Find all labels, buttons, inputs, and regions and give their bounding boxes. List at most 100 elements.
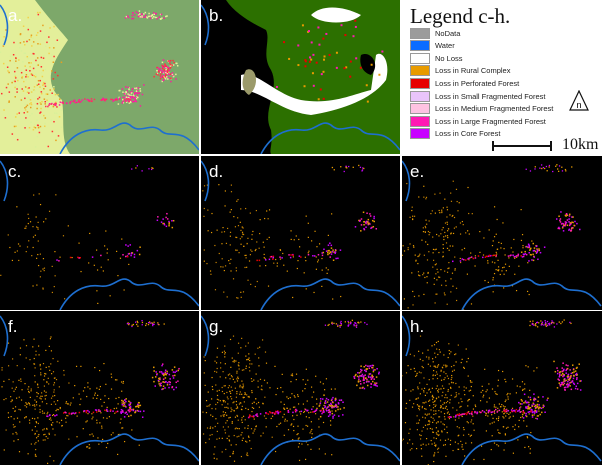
loss-pixel [25, 74, 28, 76]
loss-pixel [120, 408, 123, 411]
map-h-image [402, 311, 602, 465]
loss-pixel [247, 425, 249, 427]
loss-pixel [353, 377, 356, 380]
loss-pixel [37, 221, 39, 223]
loss-pixel [453, 216, 456, 219]
loss-pixel [246, 454, 248, 456]
loss-pixel [56, 421, 58, 423]
loss-pixel [4, 117, 7, 119]
loss-pixel [37, 64, 39, 66]
loss-pixel [234, 387, 236, 389]
loss-pixel [371, 364, 374, 367]
loss-pixel [428, 220, 430, 222]
loss-pixel [280, 387, 282, 389]
loss-pixel [255, 414, 258, 416]
loss-pixel [298, 459, 301, 462]
loss-pixel [208, 405, 210, 407]
loss-pixel [376, 385, 378, 387]
loss-pixel [46, 99, 48, 102]
loss-pixel [422, 274, 424, 276]
loss-pixel [229, 244, 231, 246]
loss-pixel [305, 424, 307, 427]
loss-pixel [51, 70, 53, 72]
loss-pixel [283, 408, 285, 410]
loss-pixel [162, 72, 165, 74]
loss-pixel [26, 246, 29, 248]
loss-pixel [560, 383, 563, 386]
loss-pixel [257, 347, 259, 349]
loss-pixel [504, 254, 506, 256]
loss-pixel [470, 412, 473, 415]
loss-pixel [329, 405, 332, 407]
loss-pixel [235, 267, 237, 269]
loss-pixel [330, 247, 333, 249]
loss-pixel [422, 443, 424, 445]
loss-pixel [407, 365, 409, 367]
loss-pixel [448, 349, 450, 352]
loss-pixel [10, 396, 12, 398]
loss-pixel [413, 403, 415, 405]
loss-pixel [430, 213, 432, 215]
loss-pixel [267, 218, 269, 220]
loss-pixel [332, 259, 335, 261]
loss-pixel [224, 265, 227, 267]
loss-pixel [472, 257, 475, 260]
loss-pixel [343, 170, 345, 173]
loss-pixel [474, 255, 477, 257]
loss-pixel [38, 193, 40, 195]
loss-pixel [35, 64, 38, 67]
loss-pixel [368, 376, 370, 379]
loss-pixel [527, 407, 529, 410]
loss-pixel [294, 406, 296, 408]
loss-pixel [446, 432, 448, 434]
loss-pixel [497, 417, 500, 420]
loss-pixel [310, 430, 312, 432]
loss-pixel [304, 256, 306, 258]
loss-pixel [28, 217, 30, 220]
loss-pixel [378, 73, 381, 76]
loss-pixel [36, 257, 38, 259]
loss-pixel [455, 382, 457, 385]
loss-pixel [231, 376, 233, 378]
loss-pixel [215, 384, 217, 386]
loss-pixel [461, 444, 463, 446]
loss-pixel [417, 422, 420, 424]
loss-pixel [51, 265, 53, 268]
loss-pixel [154, 13, 157, 15]
loss-pixel [496, 253, 498, 255]
loss-pixel [63, 369, 65, 372]
loss-pixel [210, 414, 212, 416]
loss-pixel [310, 448, 312, 450]
loss-pixel [246, 266, 248, 268]
loss-pixel [550, 322, 553, 325]
loss-pixel [166, 69, 169, 72]
loss-pixel [27, 388, 29, 390]
loss-pixel [455, 361, 457, 363]
loss-pixel [428, 358, 430, 360]
loss-pixel [556, 367, 558, 369]
loss-pixel [552, 321, 554, 323]
loss-pixel [502, 405, 505, 407]
loss-pixel [375, 384, 377, 387]
loss-pixel [572, 377, 575, 380]
loss-pixel [286, 420, 288, 422]
loss-pixel [44, 398, 46, 400]
loss-pixel [35, 59, 37, 62]
loss-pixel [126, 90, 129, 92]
loss-pixel [268, 209, 271, 211]
loss-pixel [78, 242, 80, 244]
loss-pixel [522, 253, 525, 256]
loss-pixel [11, 387, 13, 389]
loss-pixel [296, 433, 298, 436]
loss-pixel [365, 222, 367, 225]
loss-pixel [74, 385, 76, 387]
loss-pixel [230, 258, 232, 260]
loss-pixel [21, 76, 23, 79]
loss-pixel [133, 14, 136, 16]
loss-pixel [226, 420, 228, 422]
loss-pixel [49, 455, 51, 457]
loss-pixel [452, 382, 454, 384]
loss-pixel [462, 309, 465, 310]
loss-pixel [214, 244, 216, 247]
loss-pixel [67, 415, 69, 417]
